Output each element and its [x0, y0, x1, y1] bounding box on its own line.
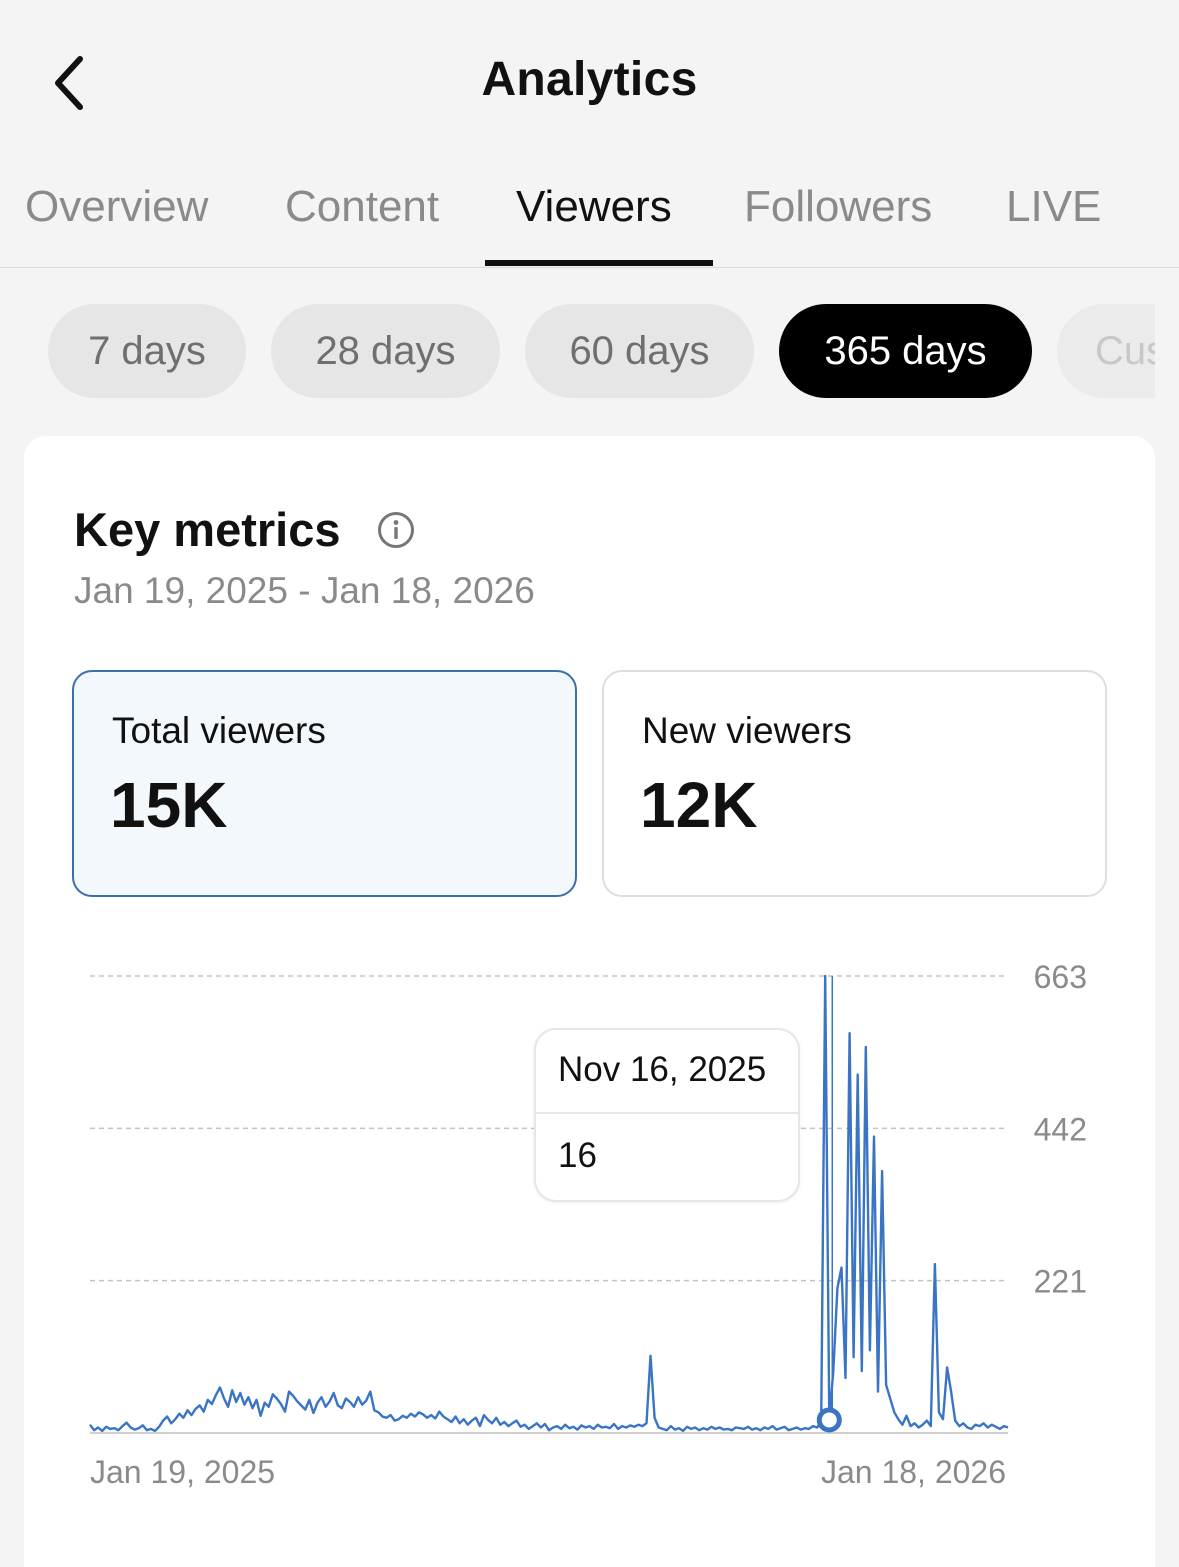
- tab-viewers[interactable]: Viewers: [516, 182, 672, 231]
- metric-value: 12K: [640, 769, 758, 841]
- tab-live[interactable]: LIVE: [1006, 182, 1102, 231]
- highlight-point[interactable]: [816, 1407, 842, 1433]
- x-tick-label: Jan 18, 2026: [821, 1454, 1006, 1490]
- date-range-selector: 7 days 28 days 60 days 365 days Cus: [0, 304, 1179, 400]
- range-7-days[interactable]: 7 days: [48, 304, 246, 398]
- x-tick-label: Jan 19, 2025: [90, 1454, 275, 1490]
- key-metrics-card: Key metrics Jan 19, 2025 - Jan 18, 2026 …: [24, 436, 1155, 1567]
- header: Analytics: [0, 0, 1179, 160]
- metric-value: 15K: [110, 769, 228, 841]
- tab-overview[interactable]: Overview: [25, 182, 209, 231]
- page-title: Analytics: [481, 53, 698, 106]
- series-line-viewers: [89, 974, 1009, 1433]
- y-tick-label: 221: [1034, 1264, 1087, 1300]
- y-tick-label: 663: [1034, 959, 1087, 995]
- back-button[interactable]: [40, 48, 100, 118]
- y-tick-label: 442: [1034, 1111, 1087, 1147]
- key-metrics-date-range: Jan 19, 2025 - Jan 18, 2026: [74, 570, 535, 611]
- range-28-days[interactable]: 28 days: [271, 304, 500, 398]
- range-60-days[interactable]: 60 days: [525, 304, 754, 398]
- chart-tooltip: Nov 16, 2025 16: [534, 1028, 800, 1202]
- tooltip-date: Nov 16, 2025: [558, 1050, 767, 1089]
- metric-label: New viewers: [642, 710, 852, 751]
- metric-label: Total viewers: [112, 710, 326, 751]
- metric-card-total-viewers[interactable]: Total viewers 15K: [72, 670, 577, 897]
- tooltip-value: 16: [558, 1136, 597, 1175]
- metric-card-new-viewers[interactable]: New viewers 12K: [602, 670, 1107, 897]
- tooltip-divider: [536, 1112, 798, 1114]
- chevron-left-icon: [55, 56, 83, 110]
- tab-followers[interactable]: Followers: [744, 182, 933, 231]
- viewers-line-chart[interactable]: 221 442 663 Jan 19, 2025 Jan 18, 2026: [24, 436, 1155, 1567]
- key-metrics-title: Key metrics: [74, 503, 341, 556]
- range-365-days[interactable]: 365 days: [779, 304, 1032, 398]
- info-icon[interactable]: [376, 510, 416, 550]
- tab-content[interactable]: Content: [285, 182, 440, 231]
- range-custom[interactable]: Cus: [1057, 304, 1155, 398]
- tab-bar: Overview Content Viewers Followers LIVE: [0, 176, 1179, 268]
- active-tab-indicator: [485, 260, 713, 266]
